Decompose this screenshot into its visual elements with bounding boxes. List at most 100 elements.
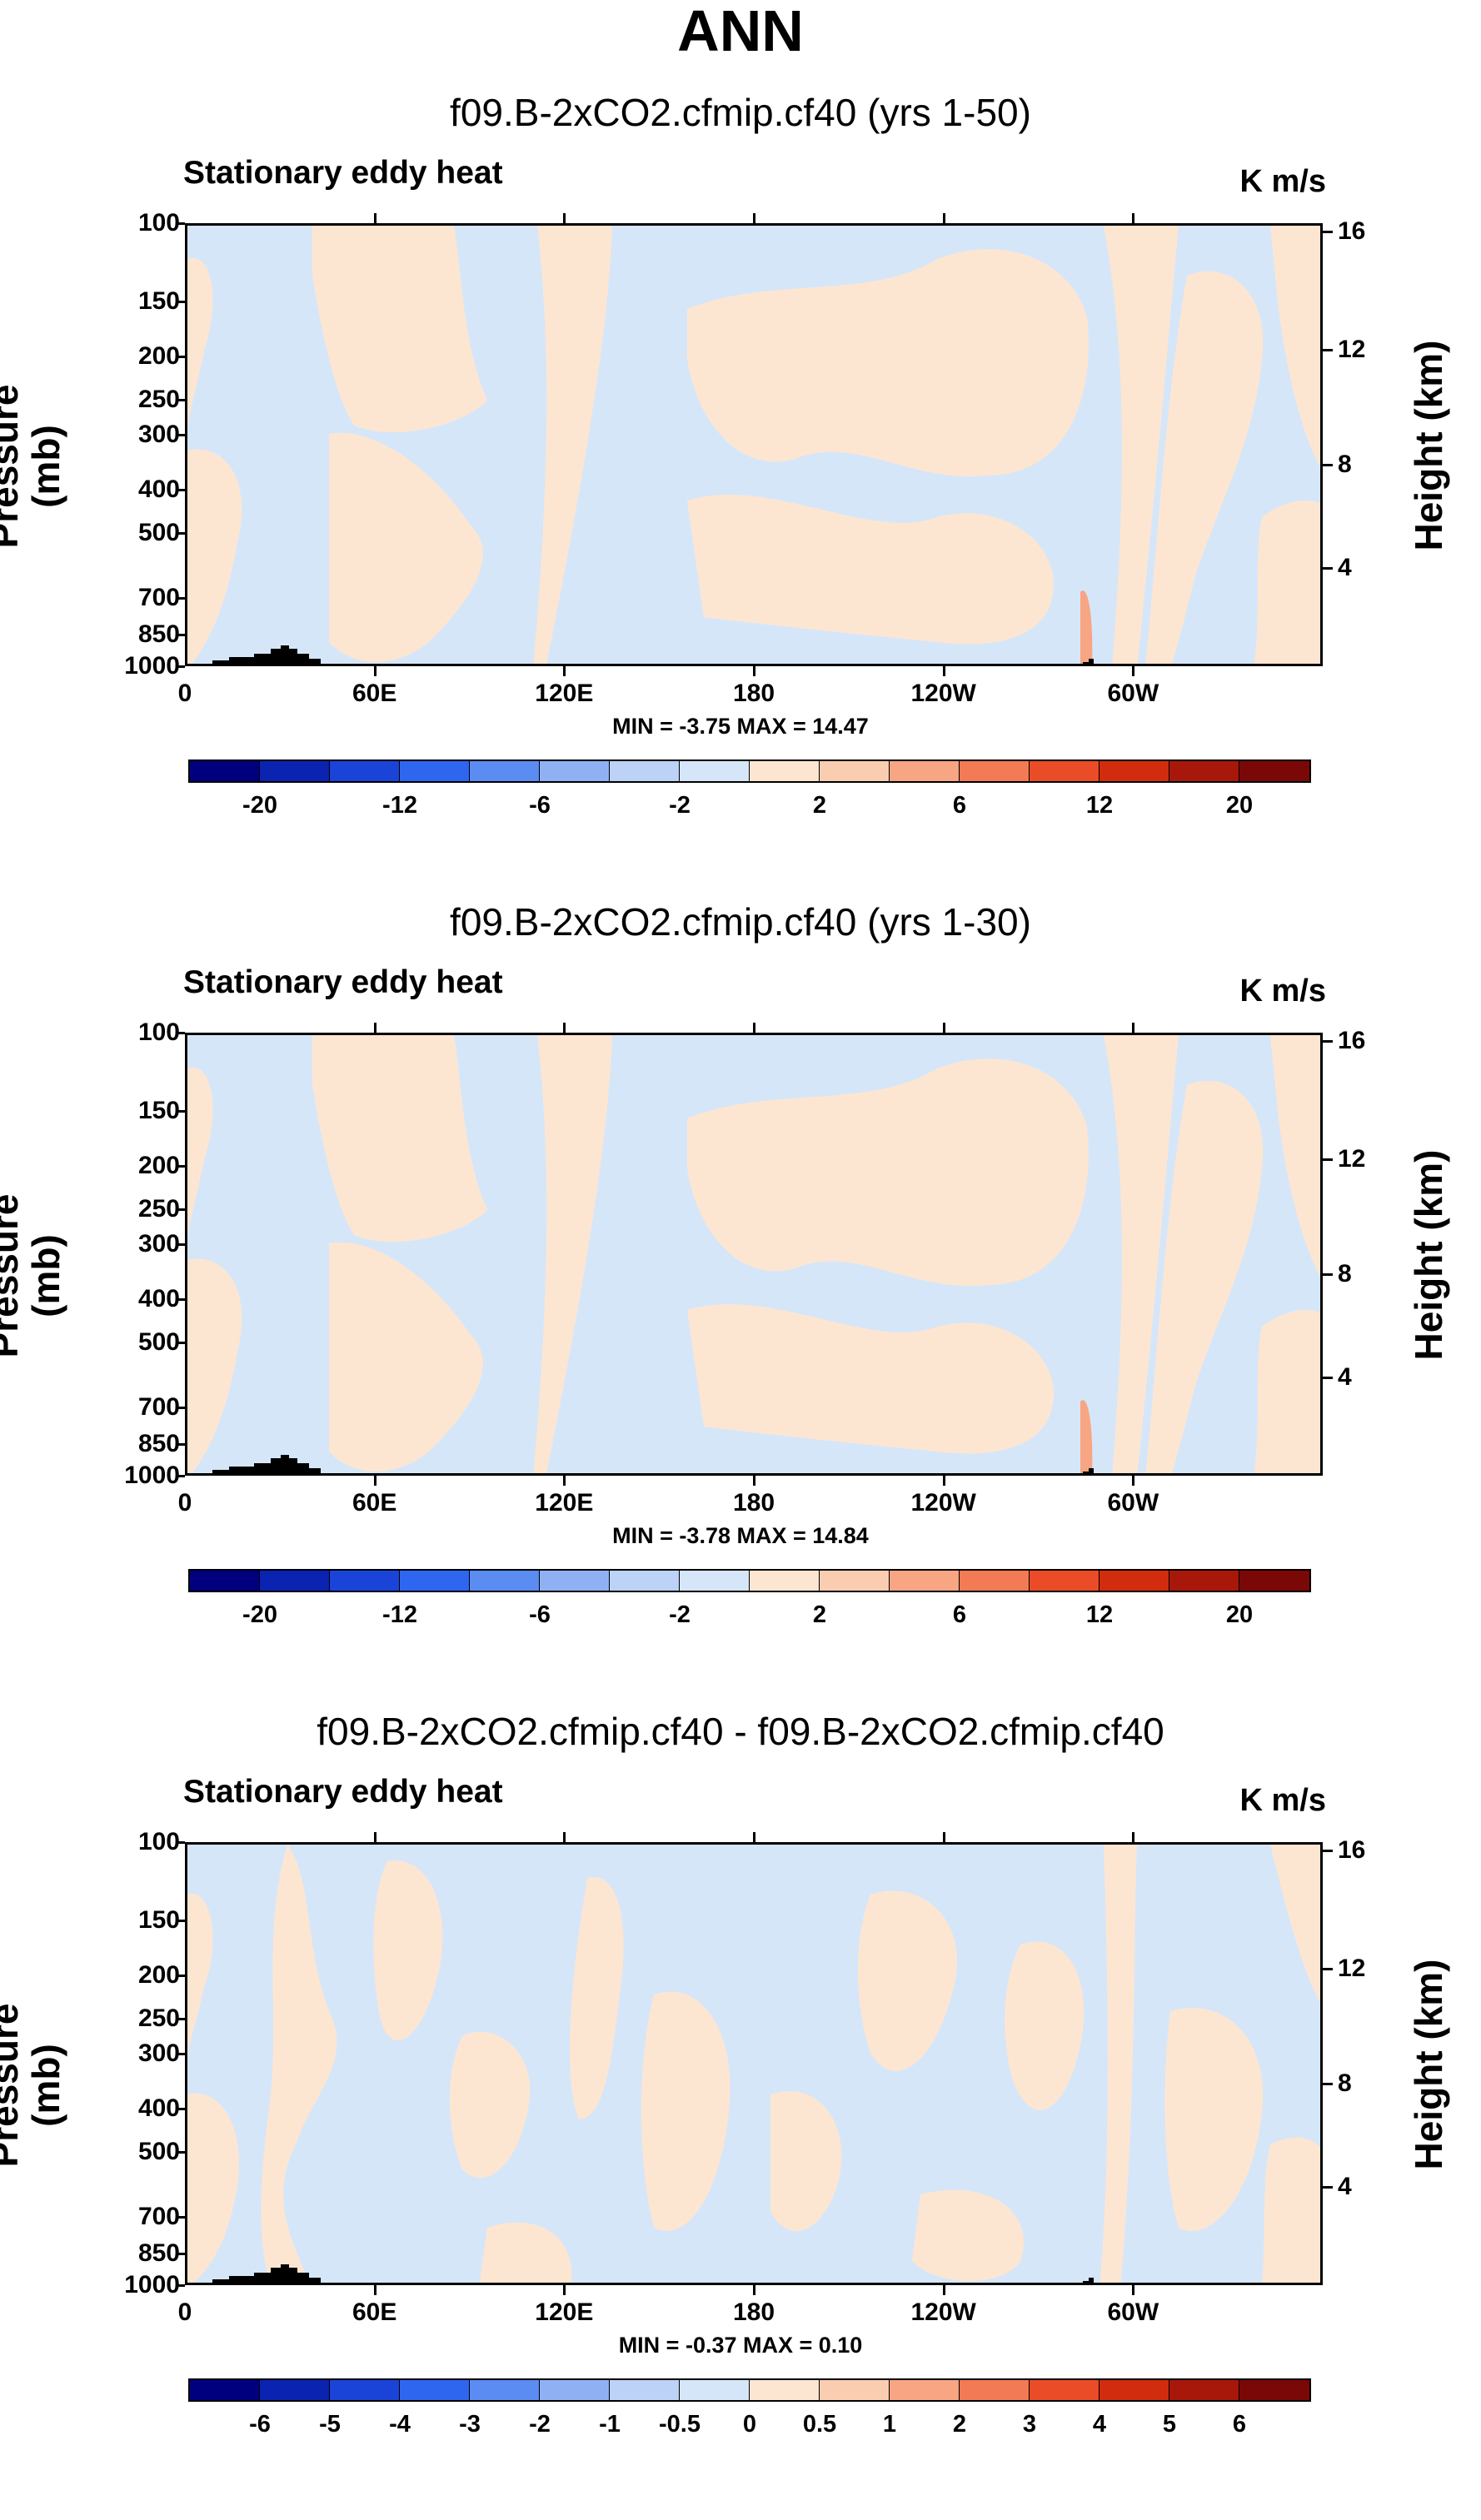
y-tick-mark xyxy=(177,2215,185,2219)
colorbar-swatch xyxy=(330,1571,400,1591)
colorbar-label: -5 xyxy=(319,2411,341,2438)
height-tick-label: 4 xyxy=(1338,2173,1352,2200)
panel-3: f09.B-2xCO2.cfmip.cf40 - f09.B-2xCO2.cfm… xyxy=(0,1711,1481,2520)
contour-field xyxy=(187,1845,1320,2283)
y-tick-mark xyxy=(177,1975,185,1978)
positive-region xyxy=(187,1067,213,1243)
y-tick-mark xyxy=(177,1919,185,1922)
colorbar-label: -0.5 xyxy=(659,2411,701,2438)
positive-region xyxy=(912,2189,1024,2281)
positive-region xyxy=(479,2222,572,2283)
x-tick-mark xyxy=(942,1476,945,1486)
colorbar-swatch xyxy=(330,761,400,781)
lon-tick-label: 120W xyxy=(910,680,976,707)
height-tick-label: 16 xyxy=(1338,217,1366,245)
positive-region xyxy=(687,249,1089,477)
colorbar-swatch xyxy=(260,761,330,781)
colorbar-label: 20 xyxy=(1225,1601,1254,1628)
colorbar-label: -20 xyxy=(242,792,277,819)
variable-label: Stationary eddy heat xyxy=(183,964,503,1000)
colorbar-label: -2 xyxy=(669,1601,691,1628)
colorbar-swatch xyxy=(960,761,1030,781)
height-tick-label: 16 xyxy=(1338,1027,1366,1054)
positive-region xyxy=(1104,226,1179,664)
contour-plot xyxy=(185,1842,1323,2285)
lon-tick-label: 180 xyxy=(732,680,775,707)
y-axis-label-right: Height (km) xyxy=(1407,1149,1450,1361)
positive-region xyxy=(1254,1310,1320,1473)
x-tick-mark xyxy=(942,1023,945,1033)
height-tick-label: 12 xyxy=(1338,336,1366,363)
y-tick-mark xyxy=(177,2150,185,2154)
colorbar-swatch xyxy=(260,1571,330,1591)
colorbar-label: 3 xyxy=(1022,2411,1037,2438)
colorbar-swatch xyxy=(610,2380,680,2400)
positive-region xyxy=(187,1894,213,2061)
positive-region xyxy=(1145,1081,1264,1473)
height-tick-label: 4 xyxy=(1338,1363,1352,1391)
pressure-tick-label: 700 xyxy=(137,1392,180,1421)
x-tick-mark xyxy=(373,213,376,223)
height-tick-label: 12 xyxy=(1338,1145,1366,1173)
y-tick-mark xyxy=(177,596,185,600)
y-axis-label-right: Height (km) xyxy=(1407,340,1450,551)
positive-region xyxy=(312,226,487,433)
colorbar-swatch xyxy=(1239,2380,1309,2400)
pressure-tick-label: 850 xyxy=(137,1430,180,1458)
colorbar-label: 0 xyxy=(742,2411,757,2438)
pressure-tick-label: 500 xyxy=(137,518,180,546)
positive-region xyxy=(533,1035,612,1473)
colorbar-label: -4 xyxy=(389,2411,411,2438)
y-tick-mark xyxy=(177,1032,185,1034)
colorbar-swatch xyxy=(820,2380,890,2400)
y-tick-mark xyxy=(177,356,185,359)
x-tick-mark xyxy=(942,2285,945,2295)
pressure-tick-label: 400 xyxy=(137,476,180,504)
colorbar xyxy=(188,1569,1311,1592)
y-tick-mark xyxy=(177,634,185,637)
x-tick-mark xyxy=(563,666,566,676)
positive-region xyxy=(1164,2008,1264,2231)
lon-tick-label: 180 xyxy=(732,2298,775,2326)
panel-1: f09.B-2xCO2.cfmip.cf40 (yrs 1-50) Station… xyxy=(0,92,1481,901)
x-tick-mark xyxy=(753,1023,755,1033)
pressure-tick-label: 150 xyxy=(137,1096,180,1124)
colorbar-swatch xyxy=(400,761,470,781)
lon-tick-label: 60E xyxy=(352,1489,397,1516)
pressure-tick-label: 150 xyxy=(137,286,180,315)
colorbar-swatch xyxy=(540,1571,610,1591)
pressure-tick-label: 200 xyxy=(137,342,180,371)
lon-tick-label: 120W xyxy=(910,2298,976,2326)
colorbar-swatch xyxy=(400,2380,470,2400)
min-max-label: MIN = -3.78 MAX = 14.84 xyxy=(612,1523,869,1548)
y-axis-label: Pressure (mb) xyxy=(0,1193,67,1358)
x-tick-mark xyxy=(563,1023,566,1033)
pressure-tick-label: 200 xyxy=(137,1961,180,1990)
colorbar-swatch xyxy=(610,1571,680,1591)
positive-region xyxy=(641,1991,731,2231)
colorbar-swatch xyxy=(890,2380,960,2400)
colorbar-swatch xyxy=(1169,2380,1239,2400)
colorbar-swatch xyxy=(260,2380,330,2400)
x-tick-mark xyxy=(753,213,755,223)
panel-title: f09.B-2xCO2.cfmip.cf40 - f09.B-2xCO2.cfm… xyxy=(317,1710,1164,1753)
pressure-tick-label: 850 xyxy=(137,620,180,649)
colorbar-label: -2 xyxy=(529,2411,551,2438)
colorbar-swatch xyxy=(820,761,890,781)
y-tick-mark xyxy=(177,1341,185,1344)
positive-region xyxy=(1100,1845,1137,2283)
contour-plot xyxy=(185,223,1323,666)
colorbar-swatch xyxy=(1030,1571,1100,1591)
x-tick-mark xyxy=(1132,213,1135,223)
x-tick-mark xyxy=(1132,1832,1135,1842)
x-tick-mark xyxy=(373,1832,376,1842)
height-tick-label: 4 xyxy=(1338,554,1352,581)
colorbar-label: -3 xyxy=(459,2411,481,2438)
colorbar-label: -12 xyxy=(382,792,417,819)
colorbar-label: 5 xyxy=(1162,2411,1177,2438)
positive-region xyxy=(858,1890,957,2071)
y-tick-mark xyxy=(177,222,185,225)
terrain-mask xyxy=(1083,2278,1162,2283)
colorbar-label: 0.5 xyxy=(802,2411,837,2438)
colorbar-label: -1 xyxy=(599,2411,621,2438)
